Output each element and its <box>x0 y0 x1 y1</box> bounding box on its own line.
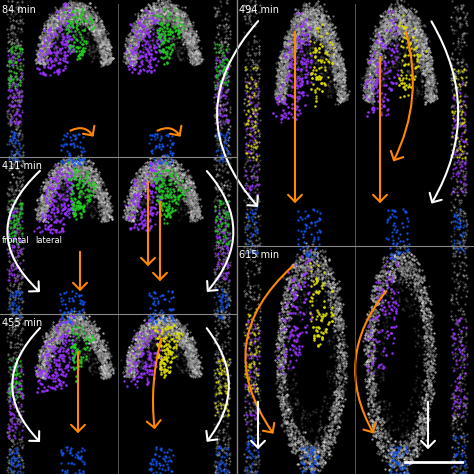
Text: 615 min: 615 min <box>239 250 279 260</box>
Text: frontal: frontal <box>2 236 29 245</box>
Text: ventral slice: ventral slice <box>264 0 328 2</box>
Text: 411 min: 411 min <box>2 161 42 171</box>
Text: dorsal slice: dorsal slice <box>384 0 444 2</box>
Text: ventral slice: ventral slice <box>43 0 107 2</box>
Text: 455 min: 455 min <box>2 318 42 328</box>
Text: lateral: lateral <box>35 236 62 245</box>
Text: dorsal slice: dorsal slice <box>148 0 208 2</box>
Text: 84 min: 84 min <box>2 5 36 15</box>
Text: 494 min: 494 min <box>239 5 279 15</box>
